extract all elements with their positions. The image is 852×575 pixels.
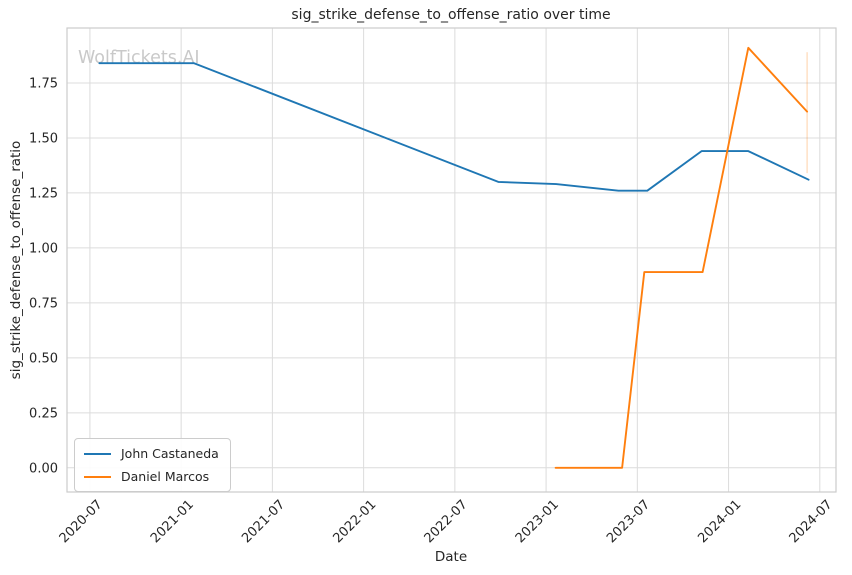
legend: John Castaneda Daniel Marcos <box>74 438 231 492</box>
legend-label: John Castaneda <box>121 446 219 461</box>
plot-border-rect <box>66 27 837 493</box>
legend-line-swatch-blue <box>84 452 111 455</box>
legend-line-swatch-orange <box>84 475 111 478</box>
series-line-john-castaneda <box>98 62 810 192</box>
y-tick-label: 0.50 <box>29 351 58 366</box>
x-tick-label: 2021-07 <box>239 497 288 546</box>
y-tick-label: 1.75 <box>29 76 58 91</box>
x-tick-label: 2023-01 <box>513 497 562 546</box>
y-axis-label: sig_strike_defense_to_offense_ratio <box>8 140 24 380</box>
x-tick-label: 2024-01 <box>695 497 744 546</box>
y-tick-label: 1.25 <box>29 186 58 201</box>
watermark: WolfTickets.AI <box>78 48 200 68</box>
legend-item-daniel-marcos: Daniel Marcos <box>84 469 219 484</box>
legend-item-john-castaneda: John Castaneda <box>84 446 219 461</box>
y-tick-label: 0.75 <box>29 296 58 311</box>
y-tick-label: 1.00 <box>29 241 58 256</box>
x-tick-label: 2021-01 <box>148 497 197 546</box>
chart-title: sig_strike_defense_to_offense_ratio over… <box>291 7 611 23</box>
plot-border <box>66 27 837 493</box>
x-tick-label: 2022-01 <box>330 497 379 546</box>
y-tick-label: 0.00 <box>29 461 58 476</box>
x-tick-label: 2024-07 <box>787 497 836 546</box>
legend-label: Daniel Marcos <box>121 469 210 484</box>
x-tick-label: 2020-07 <box>57 497 106 546</box>
x-axis-label: Date <box>434 549 468 565</box>
y-tick-label: 1.50 <box>29 131 58 146</box>
x-tick-label: 2022-07 <box>422 497 471 546</box>
series-lines <box>98 46 810 469</box>
series-line-daniel-marcos <box>554 46 809 469</box>
gridlines <box>67 28 836 492</box>
y-tick-label: 0.25 <box>29 406 58 421</box>
x-tick-label: 2023-07 <box>604 497 653 546</box>
